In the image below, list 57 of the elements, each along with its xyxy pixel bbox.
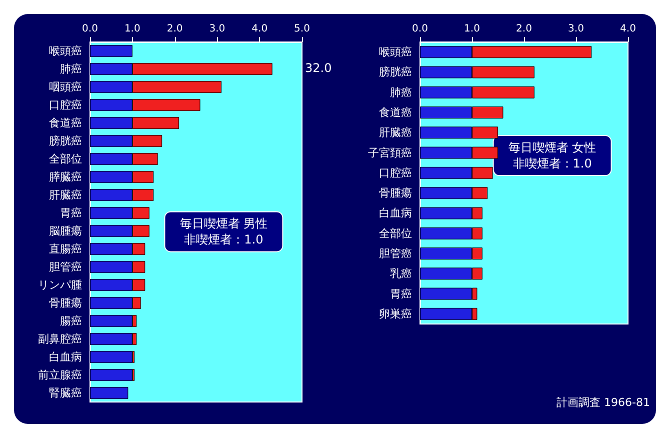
y-tick-label: 胃癌 xyxy=(390,287,412,300)
y-tick-label: 膵臓癌 xyxy=(49,170,82,184)
y-tick-label: 全部位 xyxy=(379,226,412,240)
annotation: 毎日喫煙者 女性 xyxy=(508,140,596,155)
x-tick-label: 5.0 xyxy=(294,24,310,34)
y-tick-label: 喉頭癌 xyxy=(379,46,412,59)
x-tick-label: 3.0 xyxy=(209,24,226,34)
x-tick-label: 0.0 xyxy=(412,24,428,34)
y-tick-label: 前立腺癌 xyxy=(38,368,82,382)
x-tick-label: 1.0 xyxy=(124,24,140,34)
y-tick-label: 膀胱癌 xyxy=(49,134,82,148)
x-tick-label: 1.0 xyxy=(464,24,480,34)
y-tick-label: 肺癌 xyxy=(390,86,412,99)
y-tick-label: 乳癌 xyxy=(390,267,412,280)
y-tick-label: 喉頭癌 xyxy=(49,44,82,58)
y-tick-label: リンパ腫 xyxy=(38,278,82,292)
bar xyxy=(90,45,132,57)
bar xyxy=(90,369,132,381)
y-tick-label: 肝臓癌 xyxy=(49,188,82,202)
x-tick-label: 0.0 xyxy=(82,24,98,34)
y-tick-label: 副鼻腔癌 xyxy=(38,332,82,346)
bar xyxy=(90,315,132,327)
y-tick-label: 卵巣癌 xyxy=(379,307,412,320)
y-tick-label: 肺癌 xyxy=(60,62,82,76)
y-tick-label: 胆管癌 xyxy=(49,260,82,274)
y-tick-label: 脳腫瘍 xyxy=(49,224,82,238)
x-tick-label: 3.0 xyxy=(568,24,584,34)
y-tick-label: 白血病 xyxy=(379,206,412,220)
y-tick-label: 肝臓癌 xyxy=(379,126,412,140)
text: 計画調査 1966-81 xyxy=(556,396,650,409)
annotation: 非喫煙者：1.0 xyxy=(184,232,264,247)
annotation: 毎日喫煙者 男性 xyxy=(180,216,268,231)
y-tick-label: 腸癌 xyxy=(60,314,82,328)
bar xyxy=(90,333,132,345)
y-tick-label: 食道癌 xyxy=(49,116,82,130)
y-tick-label: 口腔癌 xyxy=(379,166,412,180)
y-tick-label: 咽頭癌 xyxy=(49,80,82,94)
y-tick-label: 口腔癌 xyxy=(49,98,82,112)
y-tick-label: 直腸癌 xyxy=(49,242,82,256)
y-tick-label: 膀胱癌 xyxy=(379,66,412,79)
y-tick-label: 腎臓癌 xyxy=(49,386,82,400)
y-tick-label: 白血病 xyxy=(49,350,82,364)
y-tick-label: 骨腫瘍 xyxy=(49,296,82,310)
y-tick-label: 胆管癌 xyxy=(379,247,412,260)
y-tick-label: 骨腫瘍 xyxy=(379,186,412,200)
x-tick-label: 4.0 xyxy=(252,24,268,34)
y-tick-label: 食道癌 xyxy=(379,106,412,119)
annotation: 非喫煙者：1.0 xyxy=(512,156,592,171)
bar xyxy=(90,387,128,399)
x-tick-label: 2.0 xyxy=(516,24,532,34)
y-tick-label: 子宮頚癌 xyxy=(368,146,412,160)
y-tick-label: 全部位 xyxy=(49,152,82,166)
bar xyxy=(90,351,132,363)
x-tick-label: 4.0 xyxy=(620,24,636,34)
x-tick-label: 2.0 xyxy=(166,24,183,34)
y-tick-label: 胃癌 xyxy=(60,206,82,220)
text: 32.0 xyxy=(305,61,332,75)
